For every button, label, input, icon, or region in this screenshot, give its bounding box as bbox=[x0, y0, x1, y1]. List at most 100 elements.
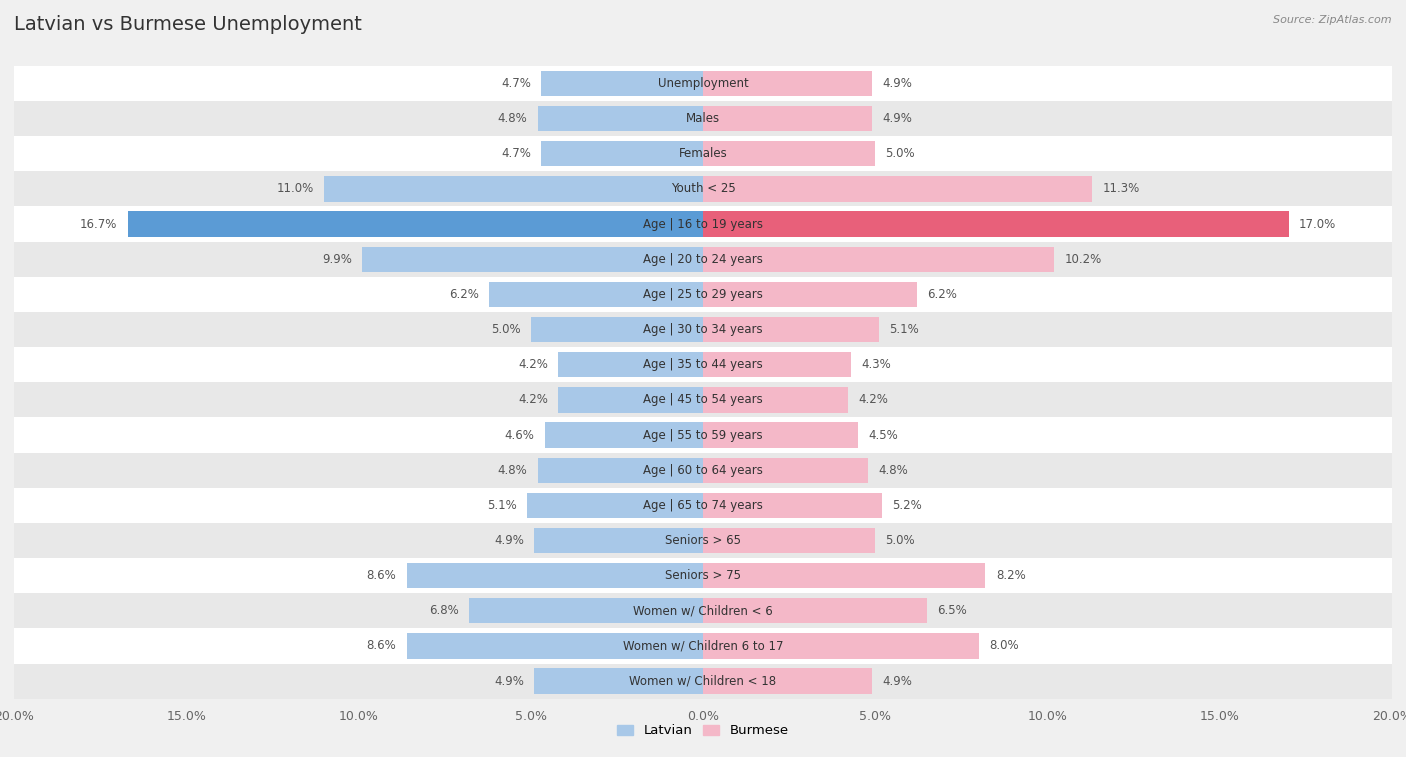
Bar bbox=[14, 347, 1392, 382]
Text: Seniors > 65: Seniors > 65 bbox=[665, 534, 741, 547]
Bar bbox=[703, 70, 872, 96]
Bar bbox=[703, 282, 917, 307]
Bar bbox=[14, 382, 1392, 417]
Bar bbox=[14, 241, 1392, 277]
Text: Unemployment: Unemployment bbox=[658, 77, 748, 90]
Bar bbox=[14, 171, 1392, 207]
Bar bbox=[14, 101, 1392, 136]
Text: Age | 60 to 64 years: Age | 60 to 64 years bbox=[643, 464, 763, 477]
Bar bbox=[703, 422, 858, 447]
Bar bbox=[541, 141, 703, 167]
Text: 4.5%: 4.5% bbox=[869, 428, 898, 441]
Text: 4.9%: 4.9% bbox=[882, 77, 912, 90]
Text: 11.3%: 11.3% bbox=[1102, 182, 1140, 195]
Legend: Latvian, Burmese: Latvian, Burmese bbox=[612, 719, 794, 743]
Bar bbox=[558, 388, 703, 413]
Bar bbox=[468, 598, 703, 624]
Bar bbox=[128, 211, 703, 237]
Bar bbox=[537, 106, 703, 131]
Bar bbox=[14, 207, 1392, 241]
Bar bbox=[703, 388, 848, 413]
Text: 5.1%: 5.1% bbox=[488, 499, 517, 512]
Text: 4.8%: 4.8% bbox=[879, 464, 908, 477]
Bar bbox=[544, 422, 703, 447]
Bar bbox=[406, 563, 703, 588]
Bar bbox=[703, 563, 986, 588]
Text: Males: Males bbox=[686, 112, 720, 125]
Bar bbox=[703, 598, 927, 624]
Bar bbox=[14, 628, 1392, 664]
Text: 17.0%: 17.0% bbox=[1299, 217, 1336, 231]
Bar bbox=[703, 457, 869, 483]
Bar bbox=[703, 317, 879, 342]
Text: Women w/ Children < 6: Women w/ Children < 6 bbox=[633, 604, 773, 617]
Text: 8.6%: 8.6% bbox=[367, 640, 396, 653]
Bar bbox=[541, 70, 703, 96]
Text: Age | 45 to 54 years: Age | 45 to 54 years bbox=[643, 394, 763, 407]
Text: 16.7%: 16.7% bbox=[80, 217, 117, 231]
Text: 10.2%: 10.2% bbox=[1064, 253, 1102, 266]
Bar bbox=[14, 312, 1392, 347]
Text: Youth < 25: Youth < 25 bbox=[671, 182, 735, 195]
Bar bbox=[527, 493, 703, 518]
Bar bbox=[323, 176, 703, 201]
Text: 4.2%: 4.2% bbox=[519, 358, 548, 371]
Text: 4.2%: 4.2% bbox=[519, 394, 548, 407]
Text: 4.6%: 4.6% bbox=[505, 428, 534, 441]
Bar bbox=[558, 352, 703, 377]
Text: 4.7%: 4.7% bbox=[501, 148, 531, 160]
Bar bbox=[361, 247, 703, 272]
Text: Seniors > 75: Seniors > 75 bbox=[665, 569, 741, 582]
Text: 5.1%: 5.1% bbox=[889, 323, 918, 336]
Text: Age | 30 to 34 years: Age | 30 to 34 years bbox=[643, 323, 763, 336]
Bar bbox=[14, 417, 1392, 453]
Bar bbox=[703, 668, 872, 694]
Bar bbox=[489, 282, 703, 307]
Bar bbox=[703, 634, 979, 659]
Bar bbox=[703, 176, 1092, 201]
Bar bbox=[14, 558, 1392, 593]
Text: Age | 65 to 74 years: Age | 65 to 74 years bbox=[643, 499, 763, 512]
Text: Women w/ Children 6 to 17: Women w/ Children 6 to 17 bbox=[623, 640, 783, 653]
Text: 4.9%: 4.9% bbox=[494, 674, 524, 687]
Text: Age | 25 to 29 years: Age | 25 to 29 years bbox=[643, 288, 763, 301]
Text: 8.0%: 8.0% bbox=[988, 640, 1018, 653]
Text: 6.8%: 6.8% bbox=[429, 604, 458, 617]
Text: Latvian vs Burmese Unemployment: Latvian vs Burmese Unemployment bbox=[14, 15, 361, 34]
Text: 5.0%: 5.0% bbox=[491, 323, 520, 336]
Text: 4.9%: 4.9% bbox=[882, 674, 912, 687]
Bar bbox=[406, 634, 703, 659]
Text: 4.8%: 4.8% bbox=[498, 112, 527, 125]
Text: 4.9%: 4.9% bbox=[494, 534, 524, 547]
Bar bbox=[531, 317, 703, 342]
Bar bbox=[537, 457, 703, 483]
Text: 6.2%: 6.2% bbox=[927, 288, 956, 301]
Bar bbox=[14, 523, 1392, 558]
Bar bbox=[703, 493, 882, 518]
Text: 11.0%: 11.0% bbox=[277, 182, 314, 195]
Text: 4.7%: 4.7% bbox=[501, 77, 531, 90]
Text: Age | 16 to 19 years: Age | 16 to 19 years bbox=[643, 217, 763, 231]
Text: 4.2%: 4.2% bbox=[858, 394, 887, 407]
Bar bbox=[14, 488, 1392, 523]
Text: 4.9%: 4.9% bbox=[882, 112, 912, 125]
Text: Age | 20 to 24 years: Age | 20 to 24 years bbox=[643, 253, 763, 266]
Text: 6.2%: 6.2% bbox=[450, 288, 479, 301]
Text: Females: Females bbox=[679, 148, 727, 160]
Text: Women w/ Children < 18: Women w/ Children < 18 bbox=[630, 674, 776, 687]
Bar bbox=[703, 247, 1054, 272]
Text: 4.3%: 4.3% bbox=[862, 358, 891, 371]
Bar bbox=[534, 668, 703, 694]
Text: 6.5%: 6.5% bbox=[938, 604, 967, 617]
Text: 4.8%: 4.8% bbox=[498, 464, 527, 477]
Text: Source: ZipAtlas.com: Source: ZipAtlas.com bbox=[1274, 15, 1392, 25]
Bar bbox=[14, 453, 1392, 488]
Text: 8.6%: 8.6% bbox=[367, 569, 396, 582]
Bar bbox=[14, 66, 1392, 101]
Text: 5.2%: 5.2% bbox=[893, 499, 922, 512]
Bar bbox=[703, 211, 1289, 237]
Bar bbox=[14, 277, 1392, 312]
Bar bbox=[14, 136, 1392, 171]
Bar bbox=[703, 528, 875, 553]
Bar bbox=[703, 106, 872, 131]
